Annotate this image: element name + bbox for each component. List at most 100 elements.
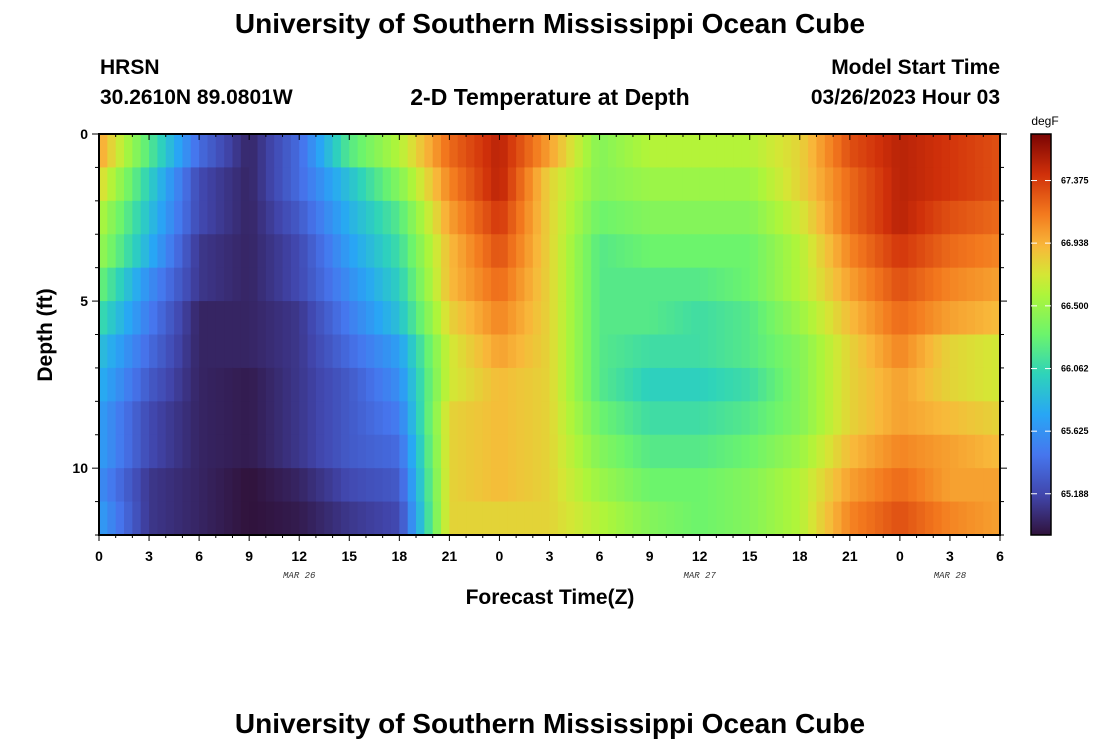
heatmap-cell: [691, 267, 701, 302]
heatmap-cell: [207, 301, 217, 336]
heatmap-cell: [766, 267, 776, 302]
heatmap-cell: [416, 200, 425, 235]
heatmap-cell: [315, 134, 325, 169]
heatmap-cell: [641, 234, 651, 269]
heatmap-cell: [382, 434, 392, 469]
heatmap-cell: [891, 501, 901, 536]
heatmap-cell: [124, 167, 133, 202]
heatmap-cell: [140, 234, 150, 269]
heatmap-cell: [908, 301, 918, 336]
heatmap-cell: [282, 267, 292, 302]
colorbar-tick-label: 66.062: [1061, 364, 1089, 374]
heatmap-cell: [482, 267, 492, 302]
heatmap-cell: [199, 501, 209, 536]
heatmap-cell: [357, 401, 367, 436]
heatmap-cell: [290, 234, 300, 269]
heatmap-cell: [199, 301, 209, 336]
heatmap-cell: [407, 501, 417, 536]
heatmap-cell: [574, 267, 584, 302]
heatmap-cell: [324, 167, 334, 202]
heatmap-cell: [457, 200, 467, 235]
heatmap-cell: [691, 501, 701, 536]
heatmap-cell: [249, 501, 259, 536]
heatmap-cell: [616, 167, 626, 202]
heatmap-cell: [441, 167, 450, 202]
heatmap-cell: [182, 200, 192, 235]
heatmap-cell: [582, 234, 592, 269]
heatmap-cell: [824, 167, 834, 202]
heatmap-cell: [140, 134, 150, 169]
heatmap-cell: [557, 200, 567, 235]
heatmap-cell: [649, 301, 659, 336]
heatmap-cell: [240, 434, 250, 469]
heatmap-cell: [816, 434, 826, 469]
heatmap-cell: [766, 234, 776, 269]
heatmap-cell: [582, 367, 592, 402]
x-tick-label: 6: [996, 548, 1004, 564]
heatmap-cell: [582, 468, 592, 503]
heatmap-cell: [841, 234, 851, 269]
heatmap-cell: [190, 134, 200, 169]
heatmap-cell: [724, 501, 734, 536]
heatmap-cell: [240, 501, 250, 536]
heatmap-cell: [624, 134, 634, 169]
heatmap-cell: [349, 367, 359, 402]
heatmap-cell: [924, 234, 934, 269]
heatmap-cell: [224, 367, 234, 402]
heatmap-cell: [916, 267, 926, 302]
heatmap-cell: [374, 200, 384, 235]
heatmap-cell: [499, 334, 509, 369]
colorbar-tick-label: 66.500: [1061, 301, 1089, 311]
heatmap-cell: [466, 134, 476, 169]
heatmap-cell: [174, 134, 184, 169]
heatmap-cell: [607, 301, 617, 336]
heatmap-cell: [949, 334, 959, 369]
heatmap-cell: [574, 234, 584, 269]
heatmap-cell: [549, 301, 559, 336]
heatmap-cell: [357, 167, 367, 202]
heatmap-cell: [282, 367, 292, 402]
heatmap-cell: [891, 401, 901, 436]
heatmap-cell: [924, 434, 934, 469]
heatmap-cell: [282, 301, 292, 336]
heatmap-cell: [190, 234, 200, 269]
colorbar-tick-label: 65.188: [1061, 489, 1089, 499]
heatmap-cell: [657, 501, 667, 536]
heatmap-cell: [332, 367, 342, 402]
heatmap-cell: [507, 134, 517, 169]
heatmap-cell: [107, 434, 117, 469]
heatmap-cell: [524, 367, 534, 402]
heatmap-cell: [290, 501, 300, 536]
heatmap-cell: [983, 200, 993, 235]
x-axis: 0 3 6 9 12 15 18 21 0 3 6 9 12 15 18 21 0 3 6 MAR 26 MAR 27 M…: [95, 134, 1004, 581]
heatmap-cell: [974, 301, 984, 336]
heatmap-cell: [899, 167, 909, 202]
heatmap-cell: [457, 401, 467, 436]
heatmap-cell: [666, 468, 676, 503]
heatmap-cell: [991, 301, 1001, 336]
heatmap-cell: [899, 468, 909, 503]
heatmap-cell: [816, 401, 826, 436]
heatmap-cell: [874, 301, 884, 336]
heatmap-cell: [349, 434, 359, 469]
heatmap-cell: [599, 401, 609, 436]
heatmap-cell: [374, 301, 384, 336]
heatmap-cell: [407, 267, 417, 302]
heatmap-cell: [466, 267, 476, 302]
heatmap-cell: [424, 501, 434, 536]
heatmap-cell: [708, 301, 717, 336]
heatmap-cell: [916, 200, 926, 235]
heatmap-cell: [174, 367, 184, 402]
heatmap-cell: [616, 401, 626, 436]
heatmap-cell: [958, 301, 968, 336]
heatmap-cell: [983, 167, 993, 202]
heatmap-cell: [232, 367, 242, 402]
heatmap-cell: [958, 401, 968, 436]
heatmap-cell: [657, 200, 667, 235]
heatmap-cell: [949, 267, 959, 302]
heatmap-cell: [224, 401, 234, 436]
heatmap-cell: [207, 167, 217, 202]
heatmap-cell: [791, 134, 801, 169]
heatmap-cell: [624, 367, 634, 402]
heatmap-cell: [974, 401, 984, 436]
